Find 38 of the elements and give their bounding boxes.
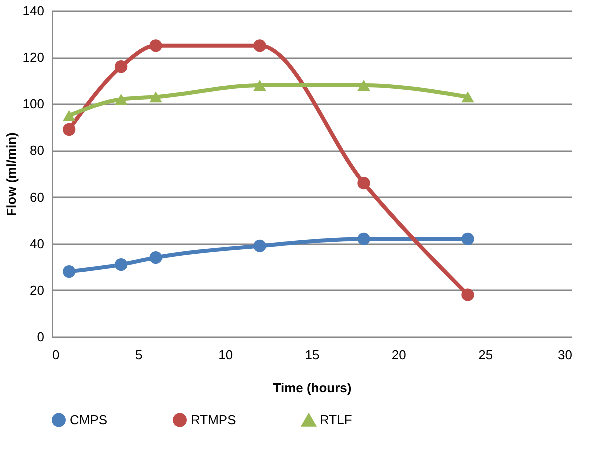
point (115, 94, 128, 105)
point (358, 232, 370, 246)
y-tick-label: 60 (30, 190, 44, 205)
point (115, 258, 128, 272)
y-tick-label: 120 (22, 50, 44, 66)
point (358, 80, 370, 91)
point (254, 80, 266, 91)
y-tick-label: 40 (30, 236, 44, 252)
x-tick-label: 5 (136, 348, 143, 362)
point (63, 110, 76, 122)
x-axis-title: Time (hours) (273, 380, 352, 396)
x-tick-label: 0 (52, 348, 60, 362)
y-tick-label: 100 (22, 96, 44, 112)
point (150, 92, 162, 103)
point (358, 177, 370, 190)
y-tick-label: 140 (22, 4, 44, 18)
point (462, 288, 474, 302)
y-axis-title: Flow (ml/min) (4, 132, 19, 216)
y-tick-label: 0 (37, 330, 44, 344)
point (63, 123, 76, 136)
x-tick-label: 10 (218, 348, 234, 362)
x-tick-label: 15 (305, 348, 320, 362)
point (254, 240, 266, 252)
point (150, 40, 162, 52)
x-tick-label: 30 (558, 348, 572, 362)
legend-label: RTMPS (191, 412, 237, 428)
point (150, 252, 162, 264)
y-tick-label: 20 (30, 282, 44, 298)
legend-label: RTLF (320, 412, 352, 428)
point (462, 232, 474, 246)
point (63, 265, 76, 278)
point (462, 92, 474, 103)
x-tick-label: 25 (478, 348, 494, 362)
legend-label: CMPS (70, 412, 108, 428)
point (115, 60, 128, 74)
x-tick-label: 20 (392, 348, 406, 362)
point (254, 40, 266, 52)
y-tick-label: 80 (30, 143, 44, 158)
